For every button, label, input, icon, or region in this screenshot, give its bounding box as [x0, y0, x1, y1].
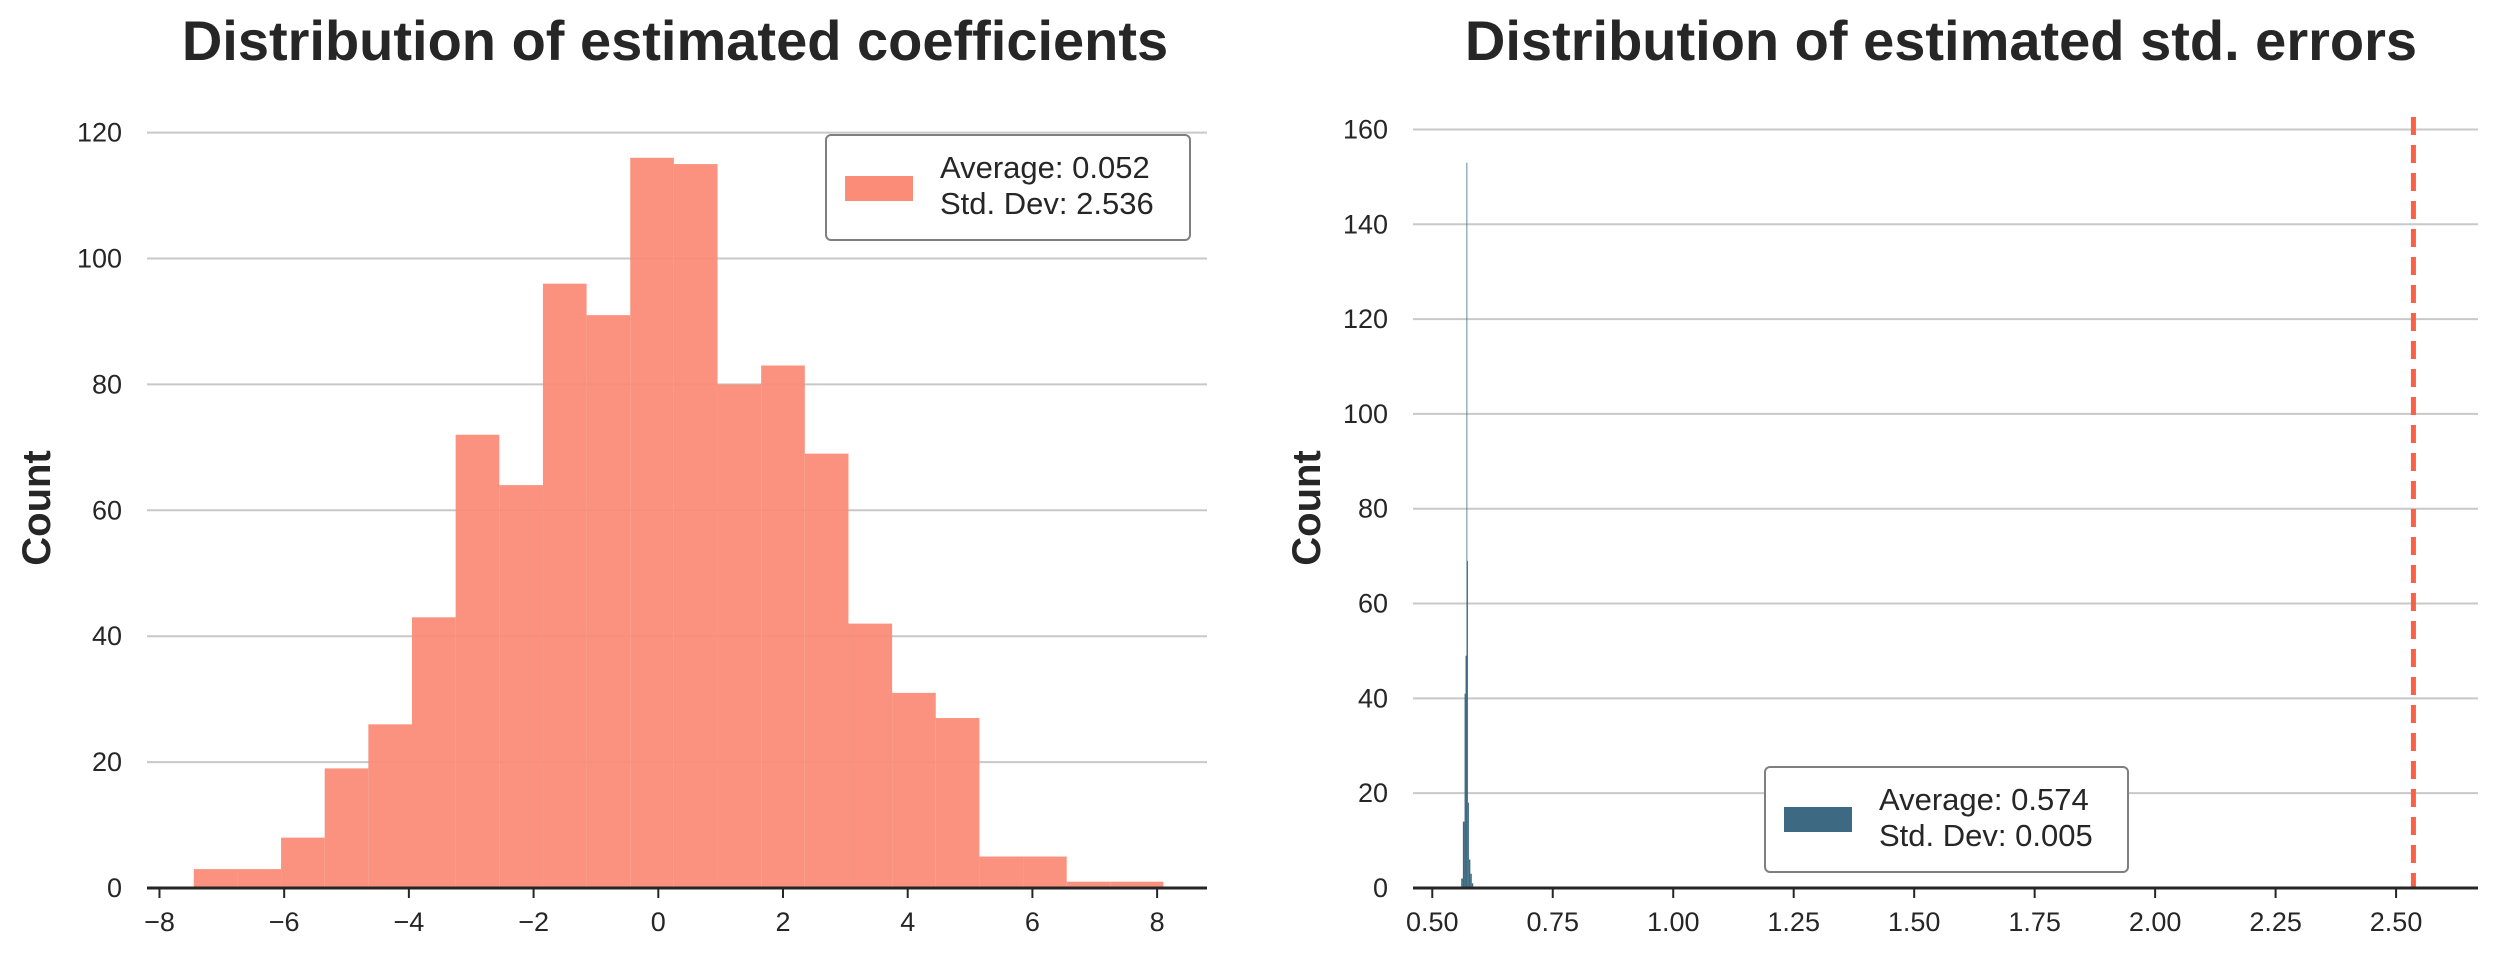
histogram-bar: [586, 315, 631, 888]
histogram-bar: [455, 434, 500, 888]
y-tick-label: 140: [1343, 209, 1388, 239]
x-tick-label: −8: [144, 907, 175, 937]
histogram-bar: [237, 869, 282, 888]
chart-title: Distribution of estimated std. errors: [1465, 9, 2417, 72]
histogram-bar: [892, 692, 936, 888]
y-tick-label: 100: [77, 243, 122, 273]
legend: Average: 0.052 Std. Dev: 2.536: [825, 134, 1191, 241]
histogram-bar: [673, 164, 718, 889]
y-tick-label: 80: [1358, 494, 1388, 524]
y-tick-label: 120: [1343, 304, 1388, 334]
histogram-bar: [1023, 856, 1067, 888]
histogram-bar: [412, 617, 456, 888]
y-tick-label: 20: [92, 747, 122, 777]
histogram-bars: [193, 157, 1164, 889]
coefficients-chart: Distribution of estimated coefficients C…: [15, 9, 1207, 937]
histogram-bar: [1066, 881, 1111, 888]
x-tick-labels: −8 −6 −4 −2 0 2 4 6 8: [144, 888, 1165, 937]
histogram-bar: [630, 157, 674, 888]
x-tick-label: −6: [269, 907, 300, 937]
chart-title: Distribution of estimated coefficients: [182, 9, 1168, 72]
y-tick-label: 0: [1373, 873, 1388, 903]
histogram-bar: [324, 768, 369, 888]
legend-box: [825, 134, 1191, 241]
y-tick-label: 120: [77, 118, 122, 148]
y-tick-label: 20: [1358, 778, 1388, 808]
legend-line: Average: 0.052: [940, 150, 1150, 185]
histogram-bar: [1462, 821, 1465, 888]
histogram-bar: [935, 718, 980, 888]
histogram-bar: [1461, 878, 1463, 888]
histogram-bar: [717, 384, 762, 888]
y-tick-label: 0: [107, 873, 122, 903]
y-axis-label: Count: [15, 450, 59, 566]
histogram-bar: [281, 837, 325, 888]
std-errors-chart: Distribution of estimated std. errors Co…: [1285, 9, 2478, 937]
legend-swatch: [1784, 807, 1852, 832]
x-tick-label: 1.00: [1647, 907, 1700, 937]
histogram-bar: [1471, 883, 1474, 888]
legend-line: Std. Dev: 2.536: [940, 186, 1154, 221]
legend-box: [1764, 766, 2129, 873]
x-tick-labels: 0.50 0.75 1.00 1.25 1.50 1.75 2.00 2.25 2.50: [1406, 888, 2422, 937]
y-tick-label: 40: [1358, 683, 1388, 713]
histogram-bar: [1468, 859, 1471, 888]
y-tick-labels: 0 20 40 60 80 100 120: [77, 118, 122, 903]
histogram-bar: [542, 283, 587, 888]
x-tick-label: 2: [775, 907, 790, 937]
y-tick-label: 160: [1343, 114, 1388, 144]
histogram-bar: [1464, 693, 1466, 888]
legend-line: Std. Dev: 0.005: [1879, 818, 2093, 853]
histogram-bar: [499, 485, 543, 888]
histogram-bars: [1461, 162, 1474, 888]
x-tick-label: 1.75: [2008, 907, 2061, 937]
histogram-bar: [979, 856, 1024, 888]
legend-swatch: [845, 176, 913, 201]
histogram-bar: [1467, 802, 1469, 888]
x-tick-label: 1.25: [1767, 907, 1820, 937]
x-tick-label: 0.50: [1406, 907, 1459, 937]
legend-line: Average: 0.574: [1879, 782, 2089, 817]
legend: Average: 0.574 Std. Dev: 0.005: [1764, 766, 2129, 873]
x-tick-label: 4: [900, 907, 915, 937]
x-tick-label: 0.75: [1526, 907, 1579, 937]
histogram-bar: [368, 724, 412, 888]
histogram-bar: [1110, 881, 1164, 888]
histogram-bar: [848, 623, 893, 888]
y-axis-label: Count: [1285, 450, 1329, 566]
x-tick-label: 2.50: [2370, 907, 2423, 937]
x-tick-label: 1.50: [1888, 907, 1941, 937]
histogram-bar: [761, 365, 805, 889]
y-tick-label: 60: [92, 495, 122, 525]
histogram-bar: [1467, 560, 1469, 888]
histogram-bar: [1466, 162, 1468, 888]
y-tick-label: 80: [92, 369, 122, 399]
histogram-bar: [193, 869, 238, 888]
x-tick-label: 2.25: [2249, 907, 2302, 937]
y-tick-label: 100: [1343, 399, 1388, 429]
y-tick-labels: 0 20 40 60 80 100 120 140 160: [1343, 114, 1388, 903]
gridlines: [1413, 128, 2478, 795]
y-tick-label: 40: [92, 621, 122, 651]
x-tick-label: 8: [1150, 907, 1165, 937]
histogram-bar: [1465, 655, 1467, 888]
y-tick-label: 60: [1358, 589, 1388, 619]
x-tick-label: −2: [518, 907, 549, 937]
x-tick-label: 2.00: [2129, 907, 2182, 937]
x-tick-label: −4: [393, 907, 424, 937]
x-tick-label: 0: [651, 907, 666, 937]
histogram-bar: [804, 453, 849, 888]
x-tick-label: 6: [1025, 907, 1040, 937]
histogram-bar: [1470, 873, 1472, 888]
